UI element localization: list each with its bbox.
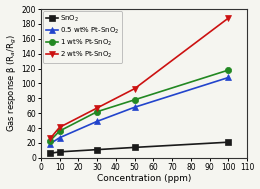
1 wt% Pt-SnO$_2$ [58,130,61,132]
0.5 wt% Pt-SnO$_2$ [95,120,99,122]
X-axis label: Concentration (ppm): Concentration (ppm) [97,174,191,184]
2 wt% Pt-SnO$_2$ [95,107,99,109]
1 wt% Pt-SnO$_2$ [227,69,230,71]
Line: 0.5 wt% Pt-SnO$_2$: 0.5 wt% Pt-SnO$_2$ [47,74,232,147]
1 wt% Pt-SnO$_2$ [95,111,99,113]
2 wt% Pt-SnO$_2$ [227,17,230,19]
SnO$_2$ [49,152,52,154]
2 wt% Pt-SnO$_2$ [58,126,61,129]
1 wt% Pt-SnO$_2$ [49,139,52,142]
2 wt% Pt-SnO$_2$ [133,88,136,90]
0.5 wt% Pt-SnO$_2$ [58,137,61,139]
SnO$_2$ [227,141,230,143]
SnO$_2$ [95,149,99,151]
Line: 2 wt% Pt-SnO$_2$: 2 wt% Pt-SnO$_2$ [47,15,232,142]
2 wt% Pt-SnO$_2$ [49,137,52,140]
1 wt% Pt-SnO$_2$ [133,99,136,101]
SnO$_2$ [133,146,136,149]
SnO$_2$ [58,151,61,153]
Legend: SnO$_2$, 0.5 wt% Pt-SnO$_2$, 1 wt% Pt-SnO$_2$, 2 wt% Pt-SnO$_2$: SnO$_2$, 0.5 wt% Pt-SnO$_2$, 1 wt% Pt-Sn… [43,11,122,63]
Line: 1 wt% Pt-SnO$_2$: 1 wt% Pt-SnO$_2$ [47,67,232,144]
Y-axis label: Gas response β (R$_a$/R$_g$): Gas response β (R$_a$/R$_g$) [5,35,19,132]
0.5 wt% Pt-SnO$_2$ [133,106,136,108]
Line: SnO$_2$: SnO$_2$ [47,139,231,156]
0.5 wt% Pt-SnO$_2$ [227,76,230,79]
0.5 wt% Pt-SnO$_2$ [49,143,52,145]
